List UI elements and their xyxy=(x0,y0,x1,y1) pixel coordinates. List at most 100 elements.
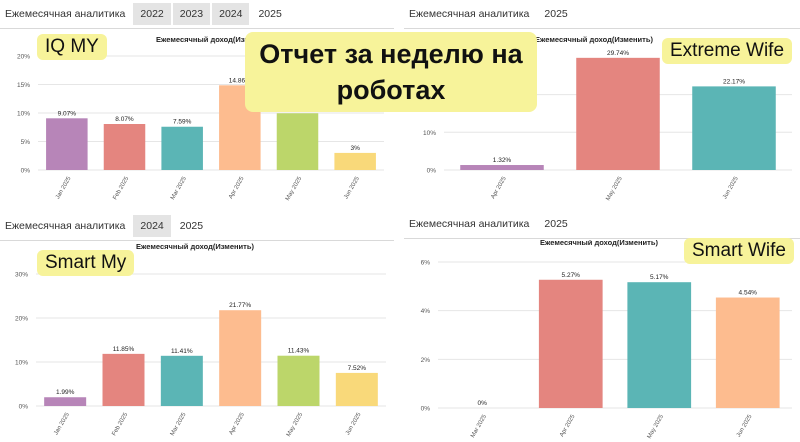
tab-2023[interactable]: 2023 xyxy=(172,3,211,25)
x-tick-label: Jun 2025 xyxy=(345,411,363,436)
bar-value-label: 3% xyxy=(350,145,360,152)
robot-name-label: Smart Wife xyxy=(684,238,794,264)
x-tick-label: May 2025 xyxy=(605,175,624,201)
y-tick-label: 20% xyxy=(15,316,28,323)
bar-value-label: 4.54% xyxy=(739,290,758,297)
bar xyxy=(538,279,603,408)
tab-bar: Ежемесячная аналитика 2024 2025 xyxy=(0,212,394,241)
tab-2025[interactable]: 2025 xyxy=(172,215,211,237)
panel-smart-wife: Ежемесячная аналитика 2025 Ежемесячный д… xyxy=(404,210,800,442)
x-tick-label: Jun 2025 xyxy=(722,175,740,200)
y-tick-label: 0% xyxy=(427,168,437,175)
x-tick-label: Mar 2025 xyxy=(170,175,188,201)
bar-value-label: 8.07% xyxy=(115,116,134,123)
bar xyxy=(335,372,378,406)
tab-2024[interactable]: 2024 xyxy=(133,215,171,237)
report-headline: Отчет за неделю на роботах xyxy=(245,32,537,112)
tab-2025[interactable]: 2025 xyxy=(537,213,575,235)
bar xyxy=(161,126,203,170)
tab-bar: Ежемесячная аналитика 2025 xyxy=(404,0,800,29)
tab-2024[interactable]: 2024 xyxy=(212,3,250,25)
y-tick-label: 30% xyxy=(15,272,28,279)
tab-2025[interactable]: 2025 xyxy=(537,3,575,25)
bar xyxy=(627,282,692,408)
y-tick-label: 0% xyxy=(19,404,29,411)
bar xyxy=(219,310,262,406)
bar-chart-smart-wife: Ежемесячный доход(Изменить) 0% 2% 4% 6% 0% Mar… xyxy=(421,240,792,440)
x-tick-label: Jun 2025 xyxy=(343,175,361,200)
chart-title: Ежемесячный доход(Изменить) xyxy=(540,240,658,247)
bar xyxy=(46,118,88,170)
x-tick-label: Mar 2025 xyxy=(470,413,488,439)
bar xyxy=(44,397,87,406)
bar-value-label: 11.41% xyxy=(171,348,193,355)
bar-value-label: 1.32% xyxy=(493,157,512,164)
bar-value-label: 5.27% xyxy=(562,272,581,279)
bar xyxy=(160,355,203,406)
robot-name-label: Smart My xyxy=(37,250,135,276)
bar-chart-smart-my: Ежемесячный доход(Изменить) 0% 10% 20% 30% 1.… xyxy=(15,242,386,438)
x-tick-label: Apr 2025 xyxy=(559,413,577,438)
bar-value-label: 1.99% xyxy=(56,389,75,396)
y-tick-label: 10% xyxy=(423,130,436,137)
bar-value-label: 0% xyxy=(478,400,488,407)
bar-value-label: 22.17% xyxy=(723,78,745,85)
tab-bar-label: Ежемесячная аналитика xyxy=(5,8,126,20)
robot-name-label: IQ MY xyxy=(37,34,107,60)
y-tick-label: 20% xyxy=(17,54,30,61)
chart-title: Ежемесячный доход(Изменить) xyxy=(156,35,274,44)
bar xyxy=(715,297,780,408)
x-tick-label: Feb 2025 xyxy=(111,411,129,437)
tab-2025[interactable]: 2025 xyxy=(251,3,289,25)
bar-value-label: 9.07% xyxy=(58,110,77,117)
y-tick-label: 4% xyxy=(421,308,431,315)
x-tick-label: Apr 2025 xyxy=(228,175,246,200)
y-tick-label: 15% xyxy=(17,82,30,89)
bar-value-label: 29.74% xyxy=(607,50,629,57)
bar xyxy=(277,355,320,406)
y-tick-label: 6% xyxy=(421,260,431,267)
robot-name-label: Extreme Wife xyxy=(662,38,793,64)
y-tick-label: 0% xyxy=(21,168,31,175)
bar xyxy=(102,353,145,406)
x-tick-label: Jan 2025 xyxy=(55,175,73,200)
bar-value-label: 7.59% xyxy=(173,119,192,126)
bar xyxy=(576,57,660,170)
y-tick-label: 2% xyxy=(421,357,431,364)
bar-chart-iq-my: Ежемесячный доход(Изменить) 0% 5% 10% 15% 20%… xyxy=(17,35,384,202)
bar-value-label: 5.17% xyxy=(650,274,669,281)
x-tick-label: Jun 2025 xyxy=(736,413,754,438)
tab-2022[interactable]: 2022 xyxy=(133,3,171,25)
bar-value-label: 11.85% xyxy=(113,346,135,353)
x-tick-label: May 2025 xyxy=(647,413,666,439)
tab-bar-label: Ежемесячная аналитика xyxy=(5,220,126,232)
tab-bar: Ежемесячная аналитика 2025 xyxy=(404,210,800,239)
x-tick-label: May 2025 xyxy=(286,411,305,437)
chart-title: Ежемесячный доход(Изменить) xyxy=(535,35,653,44)
bar xyxy=(103,124,146,170)
x-tick-label: Jan 2025 xyxy=(53,411,71,436)
bar-value-label: 14.86% xyxy=(229,77,251,84)
tab-bar: Ежемесячная аналитика 2022 2023 2024 202… xyxy=(0,0,394,29)
y-tick-label: 10% xyxy=(15,360,28,367)
bar xyxy=(276,113,319,170)
tab-bar-label: Ежемесячная аналитика xyxy=(409,8,530,20)
bar-chart-extreme-wife: Ежемесячный доход(Изменить)0%10%20%1.32%… xyxy=(423,35,792,202)
bar xyxy=(334,152,376,170)
bar-value-label: 7.52% xyxy=(348,365,367,372)
x-tick-label: Feb 2025 xyxy=(112,175,130,201)
chart-title: Ежемесячный доход(Изменить) xyxy=(136,242,254,251)
bar-value-label: 21.77% xyxy=(229,302,251,309)
x-tick-label: May 2025 xyxy=(285,175,304,201)
x-tick-label: Apr 2025 xyxy=(229,411,247,436)
bar xyxy=(460,165,544,170)
panel-smart-my: Ежемесячная аналитика 2024 2025 Ежемесяч… xyxy=(0,212,394,442)
x-tick-label: Apr 2025 xyxy=(490,175,508,200)
bar xyxy=(692,86,776,170)
y-tick-label: 10% xyxy=(17,111,30,118)
x-tick-label: Mar 2025 xyxy=(170,411,188,437)
y-tick-label: 0% xyxy=(421,406,431,413)
tab-bar-label: Ежемесячная аналитика xyxy=(409,218,530,230)
y-tick-label: 5% xyxy=(21,139,31,146)
bar-value-label: 11.43% xyxy=(288,348,310,355)
